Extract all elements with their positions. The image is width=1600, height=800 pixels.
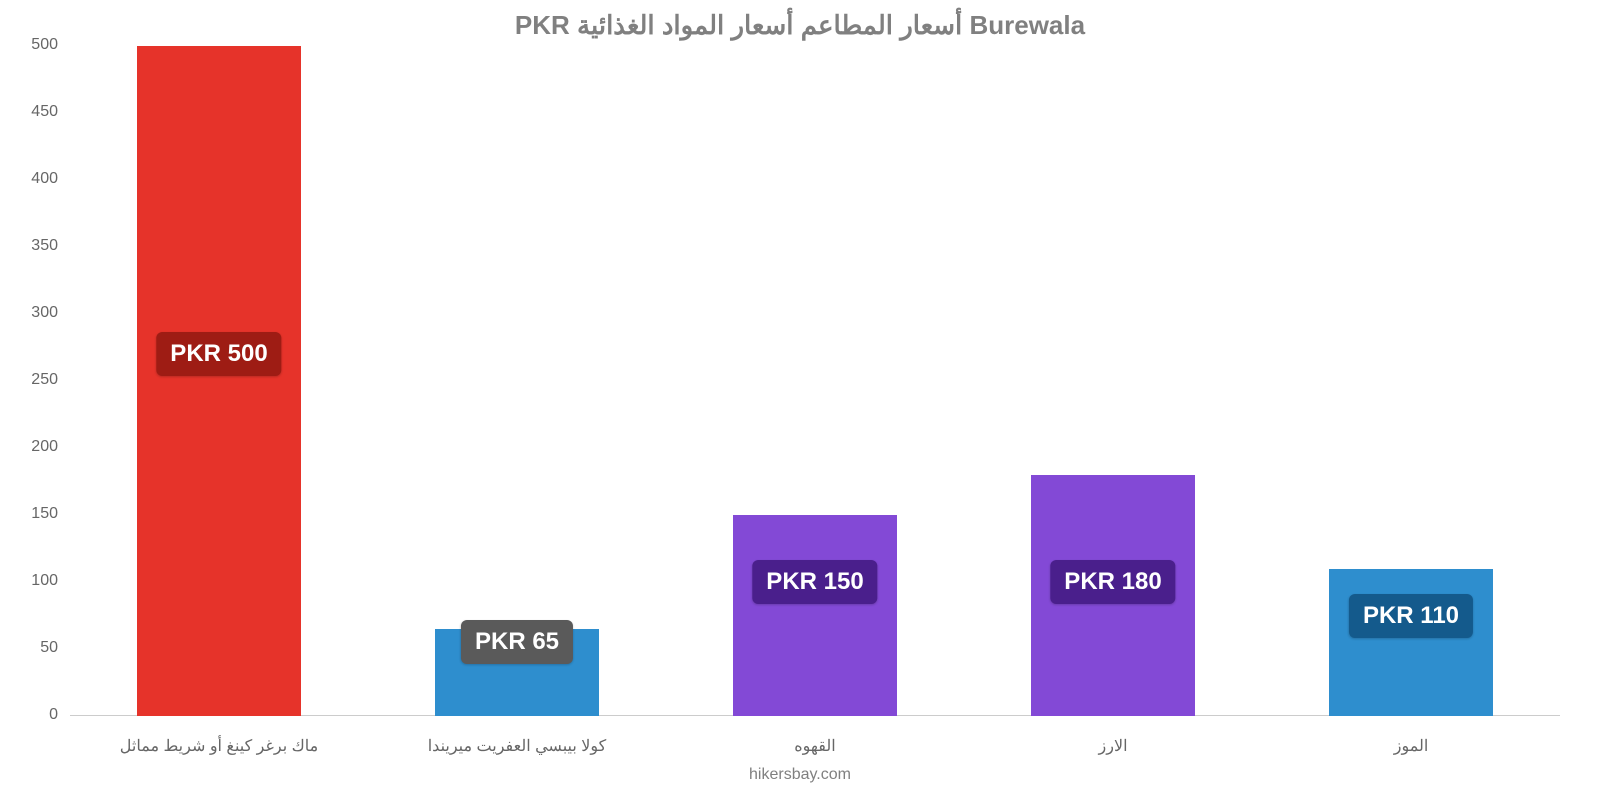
y-tick-label: 500 [0, 36, 58, 54]
grid-line [70, 716, 1560, 717]
bar-value-label: PKR 180 [1050, 560, 1175, 604]
y-tick-label: 200 [0, 438, 58, 456]
bar-value-label: PKR 110 [1349, 594, 1473, 638]
y-tick-label: 300 [0, 304, 58, 322]
bar [137, 46, 301, 716]
chart-title: Burewala أسعار المطاعم أسعار المواد الغذ… [0, 10, 1600, 41]
x-tick-label: الارز [1098, 736, 1127, 756]
y-tick-label: 50 [0, 639, 58, 657]
y-tick-label: 100 [0, 572, 58, 590]
y-tick-label: 250 [0, 371, 58, 389]
y-tick-label: 0 [0, 706, 58, 724]
y-tick-label: 350 [0, 237, 58, 255]
bar-value-label: PKR 150 [752, 560, 877, 604]
x-tick-label: الموز [1394, 736, 1429, 756]
chart-container: Burewala أسعار المطاعم أسعار المواد الغذ… [0, 0, 1600, 800]
bar-value-label: PKR 500 [156, 332, 281, 376]
y-tick-label: 450 [0, 103, 58, 121]
bar [1329, 569, 1493, 716]
bar-value-label: PKR 65 [461, 620, 573, 664]
x-tick-label: كولا بيبسي العفريت ميريندا [428, 736, 607, 756]
y-tick-label: 150 [0, 505, 58, 523]
y-tick-label: 400 [0, 170, 58, 188]
bar [733, 515, 897, 716]
x-tick-label: القهوه [794, 736, 835, 756]
chart-footer: hikersbay.com [0, 766, 1600, 784]
x-tick-label: ماك برغر كينغ أو شريط مماثل [120, 736, 318, 756]
plot-area: PKR 500 PKR 65 PKR 150 PKR 180 PKR 110 [70, 46, 1560, 716]
